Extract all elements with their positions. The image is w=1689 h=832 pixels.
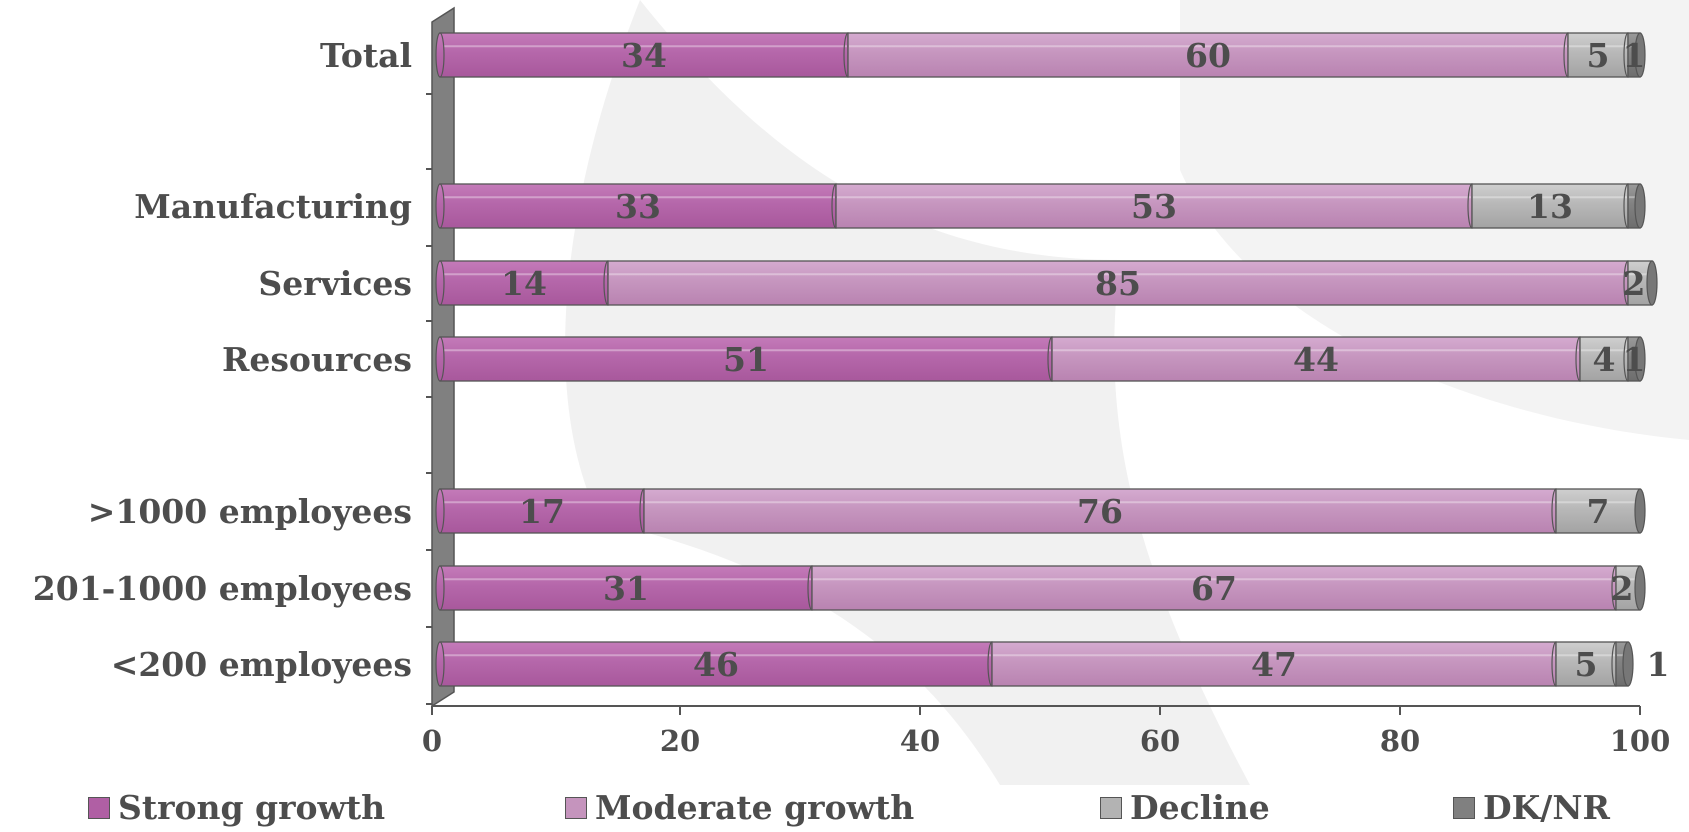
data-label: 4	[1593, 340, 1616, 379]
data-label: 5	[1587, 36, 1610, 75]
bar-cap	[435, 183, 445, 229]
bar-segment	[1579, 336, 1629, 382]
category-label: Services	[258, 264, 412, 303]
bar-segment	[439, 260, 609, 306]
category-label: <200 employees	[111, 645, 412, 684]
data-label: 13	[1527, 187, 1573, 226]
data-label: 60	[1185, 36, 1231, 75]
legend-label: Strong growth	[118, 788, 386, 827]
bar-end-cap	[1634, 488, 1646, 534]
legend-item: DK/NR	[1453, 788, 1610, 827]
bar-segment	[439, 641, 993, 687]
bar-segment	[811, 565, 1617, 611]
bar-segment	[847, 32, 1569, 78]
data-label: 76	[1077, 492, 1123, 531]
data-label: 85	[1095, 264, 1141, 303]
data-label: 53	[1131, 187, 1177, 226]
legend-item: Moderate growth	[565, 788, 914, 827]
legend-item: Decline	[1100, 788, 1270, 827]
data-label: 17	[519, 492, 565, 531]
data-label: 67	[1191, 569, 1237, 608]
legend-swatch	[88, 796, 110, 819]
data-label: 47	[1251, 645, 1297, 684]
data-label: 31	[603, 569, 649, 608]
data-label: 33	[615, 187, 661, 226]
data-label: 14	[501, 264, 547, 303]
category-label: Total	[320, 36, 412, 75]
data-label: 46	[693, 645, 739, 684]
bar-segment	[1471, 183, 1629, 229]
data-label: 1	[1623, 340, 1646, 379]
bar-segment	[835, 183, 1473, 229]
bar-segment	[991, 641, 1557, 687]
legend-item: Strong growth	[88, 788, 385, 827]
bar-end-cap	[1646, 260, 1658, 306]
bar-segment	[1555, 488, 1641, 534]
data-label: 2	[1611, 569, 1634, 608]
x-tick-label: 0	[422, 724, 442, 758]
category-label: Manufacturing	[134, 187, 412, 226]
x-tick-label: 20	[660, 724, 700, 758]
legend-swatch	[565, 796, 587, 819]
bar-end-cap	[1634, 32, 1646, 78]
legend-swatch	[1100, 796, 1122, 819]
bar-segment	[439, 183, 837, 229]
data-label: 5	[1575, 645, 1598, 684]
bar-end-cap	[1634, 565, 1646, 611]
data-label: 2	[1623, 264, 1646, 303]
bar-cap	[435, 641, 445, 687]
bar-segment	[607, 260, 1629, 306]
data-label: 1	[1647, 645, 1670, 684]
bar-end-cap	[1634, 183, 1646, 229]
x-tick-label: 100	[1610, 724, 1671, 758]
category-label: 201-1000 employees	[33, 569, 412, 608]
chart-legend: Strong growth Moderate growth Decline DK/NR	[0, 788, 1689, 828]
category-label: >1000 employees	[88, 492, 412, 531]
legend-label: DK/NR	[1483, 788, 1610, 827]
bar-segment	[1051, 336, 1581, 382]
bar-segment	[439, 336, 1053, 382]
bar-segment	[1555, 641, 1617, 687]
bar-cap	[435, 336, 445, 382]
bar-end-cap	[1622, 641, 1634, 687]
bar-end-cap	[1634, 336, 1646, 382]
data-label: 34	[621, 36, 667, 75]
x-tick-label: 40	[900, 724, 940, 758]
data-label: 7	[1587, 492, 1610, 531]
bar-cap	[435, 488, 445, 534]
legend-label: Decline	[1130, 788, 1270, 827]
bar-cap	[435, 32, 445, 78]
bar-segment	[643, 488, 1557, 534]
data-label: 44	[1293, 340, 1339, 379]
data-label: 51	[723, 340, 769, 379]
legend-label: Moderate growth	[595, 788, 915, 827]
x-tick-label: 60	[1140, 724, 1180, 758]
legend-swatch	[1453, 796, 1475, 819]
bar-segment	[439, 565, 813, 611]
bar-cap	[435, 565, 445, 611]
bar-segment	[439, 488, 645, 534]
category-label: Resources	[222, 340, 412, 379]
bar-cap	[435, 260, 445, 306]
data-label: 1	[1623, 36, 1646, 75]
x-tick-label: 80	[1380, 724, 1420, 758]
